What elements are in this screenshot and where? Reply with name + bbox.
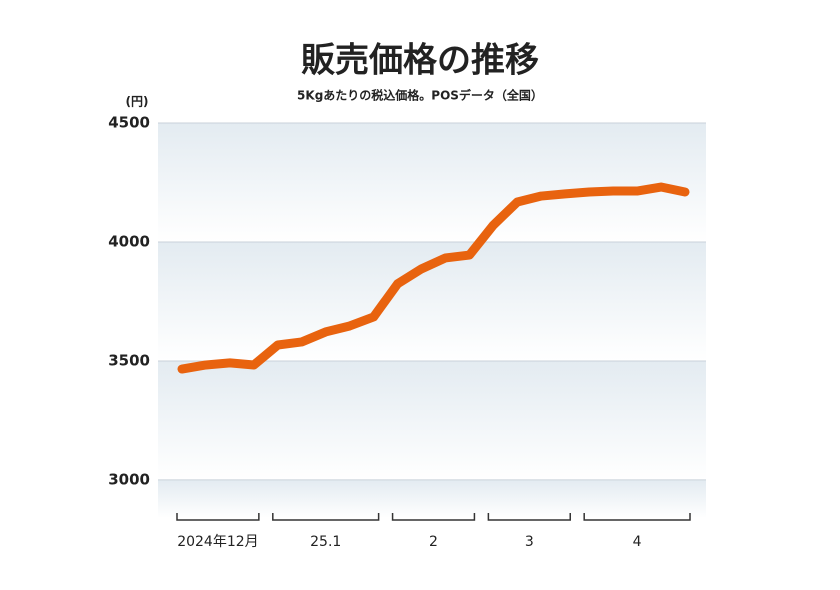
x-bracket [176, 513, 260, 521]
band [158, 479, 706, 518]
y-tick-label: 4500 [108, 114, 150, 132]
x-bracket [272, 513, 380, 521]
x-tick-label: 3 [525, 534, 534, 550]
x-bracket [583, 513, 691, 521]
x-tick-label: 25.1 [310, 534, 341, 550]
y-tick-label: 3500 [108, 351, 150, 369]
y-tick-label: 3000 [108, 470, 150, 488]
x-bracket [487, 513, 571, 521]
line [177, 182, 690, 374]
band [158, 123, 706, 242]
x-tick-label: 4 [633, 534, 642, 550]
y-tick-label: 4000 [108, 232, 150, 250]
band [158, 360, 706, 480]
x-tick-label: 2024年12月 [177, 534, 258, 550]
y-unit: (円) [126, 95, 149, 109]
x-bracket [391, 513, 476, 521]
chart-title: 販売価格の推移 [301, 41, 539, 81]
chart-subtitle: 5Kgあたりの税込価格。POSデータ（全国） [297, 88, 543, 103]
x-tick-label: 2 [429, 534, 438, 550]
